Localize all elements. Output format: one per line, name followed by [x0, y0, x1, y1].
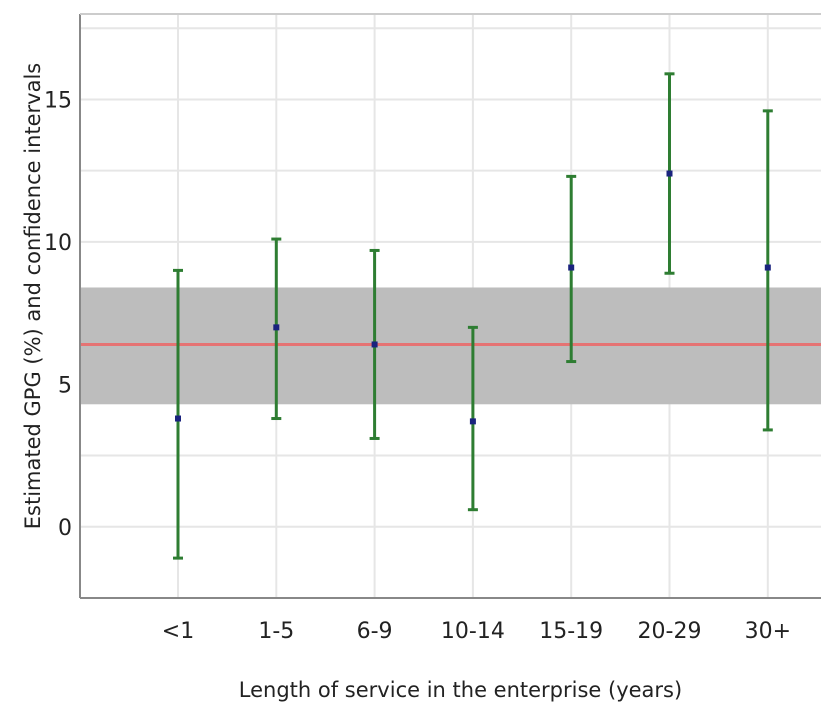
reference-band-layer [80, 287, 821, 405]
x-tick-label: 20-29 [638, 619, 702, 644]
y-tick-label: 0 [58, 516, 72, 541]
point-estimate [666, 170, 673, 177]
tick-labels-layer: 0 5 10 15 <1 1-5 6-9 10-14 15-19 20-29 30+ [44, 88, 791, 644]
x-axis-title: Length of service in the enterprise (yea… [239, 678, 682, 702]
point-estimate [273, 324, 280, 331]
point-estimate [764, 264, 771, 271]
x-tick-label: 10-14 [441, 619, 505, 644]
x-tick-label: 6-9 [357, 619, 393, 644]
x-tick-label: 30+ [745, 619, 791, 644]
x-tick-label: 15-19 [539, 619, 603, 644]
y-axis-title: Estimated GPG (%) and confidence interva… [21, 63, 45, 529]
point-estimate [469, 418, 476, 425]
x-tick-label: 1-5 [258, 619, 294, 644]
y-tick-label: 10 [44, 231, 72, 256]
x-tick-label: <1 [162, 619, 194, 644]
point-estimate [175, 415, 181, 422]
y-tick-label: 15 [44, 88, 72, 113]
y-tick-label: 5 [58, 373, 72, 398]
point-estimate [371, 341, 378, 348]
error-bars-layer [173, 72, 773, 560]
axis-layer [79, 13, 821, 599]
point-estimate [568, 264, 575, 271]
